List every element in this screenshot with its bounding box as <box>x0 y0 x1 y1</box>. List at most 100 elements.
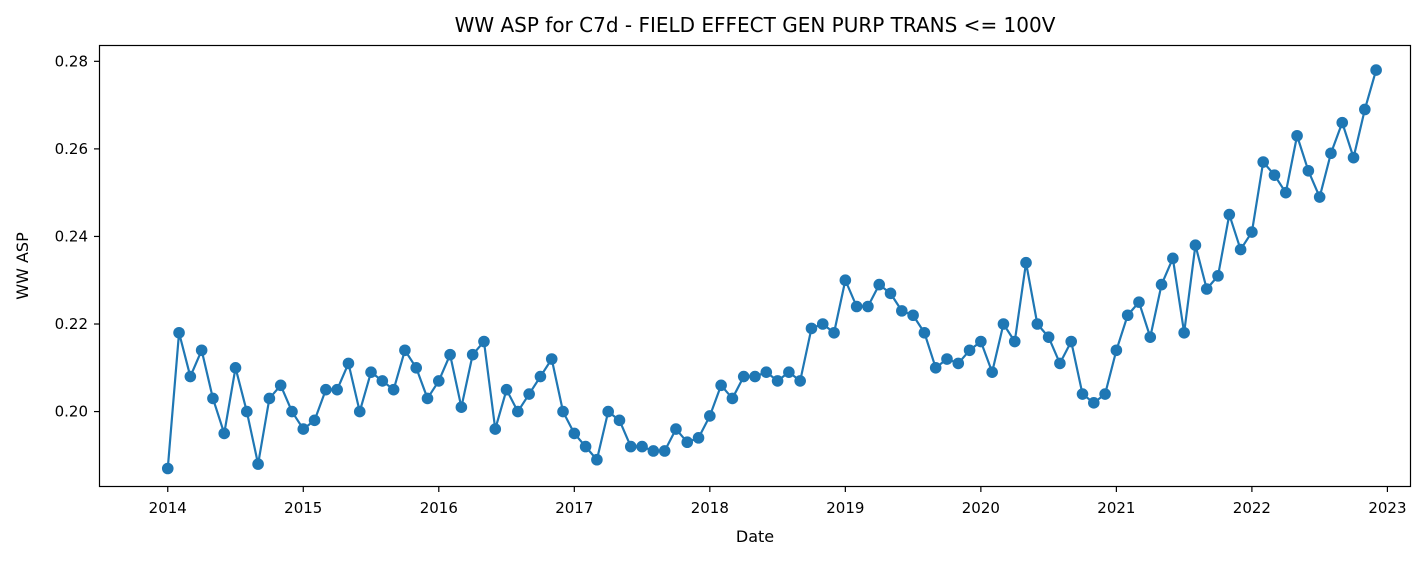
data-point <box>1155 278 1168 291</box>
data-point <box>952 357 965 370</box>
data-point <box>963 344 976 357</box>
data-point <box>816 318 829 330</box>
y-tick-label: 0.26 <box>55 140 88 158</box>
data-point <box>907 309 919 322</box>
data-point <box>252 458 264 470</box>
data-point <box>941 353 953 365</box>
data-point <box>896 305 908 317</box>
y-tick-label: 0.24 <box>55 227 88 245</box>
x-tick-label: 2022 <box>1233 499 1271 517</box>
data-point <box>557 405 569 418</box>
data-point <box>1178 326 1190 339</box>
data-point <box>342 357 355 370</box>
data-point <box>376 375 389 387</box>
data-point <box>624 440 637 453</box>
data-point <box>387 383 400 396</box>
data-point <box>1054 357 1066 370</box>
data-point <box>1167 252 1179 265</box>
data-point <box>1370 64 1382 76</box>
data-point <box>207 392 219 405</box>
data-point <box>647 445 660 457</box>
data-point <box>1200 283 1213 295</box>
data-point <box>1110 344 1123 357</box>
data-point <box>184 370 197 383</box>
x-tick-label: 2014 <box>149 499 187 517</box>
data-point <box>591 453 603 466</box>
data-point <box>1246 226 1258 238</box>
data-point <box>1223 208 1236 221</box>
y-axis: 0.20 0.22 0.24 0.26 0.28 <box>55 52 100 421</box>
data-point <box>489 423 502 435</box>
data-point <box>918 326 931 339</box>
data-point <box>365 366 377 378</box>
data-point <box>681 436 694 449</box>
data-point <box>512 405 524 418</box>
x-axis-label: Date <box>736 527 774 546</box>
x-tick-label: 2023 <box>1368 499 1406 517</box>
data-point <box>320 383 332 396</box>
data-point <box>274 379 287 392</box>
data-point <box>1008 335 1021 348</box>
x-tick-label: 2019 <box>826 499 864 517</box>
data-point <box>1133 296 1145 308</box>
data-point <box>1325 147 1337 160</box>
chart-title: WW ASP for C7d - FIELD EFFECT GEN PURP T… <box>455 13 1056 37</box>
data-point <box>1212 270 1224 282</box>
data-point <box>1302 164 1315 177</box>
data-point <box>478 335 490 348</box>
data-point <box>1065 335 1078 348</box>
data-point <box>658 445 671 457</box>
data-point <box>534 370 547 383</box>
data-point <box>455 401 468 413</box>
x-axis: 2014 2015 2016 2017 2018 2019 2020 2021 2022 2023 <box>149 486 1407 517</box>
data-point <box>749 370 761 383</box>
data-point <box>331 383 343 396</box>
data-point <box>602 405 614 418</box>
data-point <box>466 348 479 361</box>
y-tick-label: 0.22 <box>55 315 88 333</box>
data-point <box>523 388 535 400</box>
data-point <box>297 423 310 435</box>
data-point <box>545 353 558 365</box>
data-point <box>1076 388 1089 400</box>
data-point <box>308 414 321 427</box>
data-point <box>1336 116 1349 129</box>
data-point <box>828 326 840 339</box>
plot-frame <box>98 44 1412 488</box>
data-point <box>353 405 366 418</box>
data-point <box>771 375 784 387</box>
data-point <box>161 462 174 475</box>
data-point <box>636 440 648 453</box>
x-tick-label: 2020 <box>962 499 1000 517</box>
y-tick-label: 0.28 <box>55 52 88 70</box>
data-point <box>444 348 456 361</box>
data-point <box>884 287 897 300</box>
data-point <box>1347 151 1360 164</box>
x-tick-label: 2015 <box>284 499 322 517</box>
x-tick-label: 2016 <box>420 499 458 517</box>
data-point <box>218 427 231 440</box>
data-point <box>263 392 276 405</box>
data-point <box>500 383 513 396</box>
data-point <box>1099 388 1111 400</box>
x-tick-label: 2017 <box>555 499 593 517</box>
data-point <box>173 326 185 339</box>
data-point <box>286 405 298 418</box>
data-point <box>1031 318 1044 330</box>
data-point <box>873 278 886 291</box>
data-point <box>862 300 874 313</box>
data-point <box>241 405 253 418</box>
data-point <box>229 361 242 374</box>
y-tick-label: 0.20 <box>55 403 88 421</box>
data-point <box>670 423 682 435</box>
data-point <box>1042 331 1055 343</box>
data-point <box>839 274 852 287</box>
data-point <box>399 344 411 357</box>
data-point <box>794 375 806 387</box>
data-point <box>715 379 727 392</box>
data-point <box>195 344 208 357</box>
data-point <box>432 375 445 387</box>
data-point <box>726 392 739 405</box>
data-point <box>1268 169 1281 181</box>
